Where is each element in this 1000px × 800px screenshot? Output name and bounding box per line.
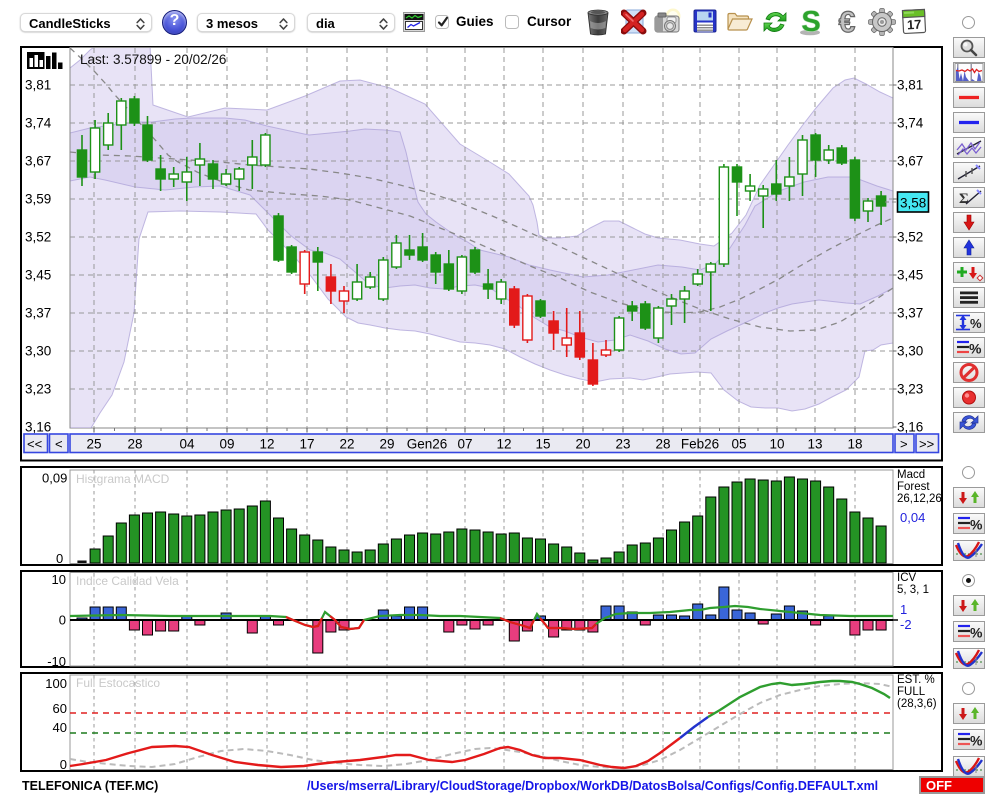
svg-text:3,59: 3,59 (25, 192, 51, 207)
svg-text:04: 04 (179, 437, 195, 452)
svg-text:1: 1 (900, 602, 907, 617)
svg-text:-2: -2 (900, 617, 912, 632)
svg-text:3,58: 3,58 (900, 196, 926, 211)
svg-text:25: 25 (86, 437, 101, 452)
svg-text:Forest: Forest (897, 481, 930, 493)
svg-text:17: 17 (907, 17, 922, 33)
svg-text:3,52: 3,52 (897, 230, 923, 245)
svg-text:0: 0 (60, 757, 67, 772)
svg-text:26,12,26: 26,12,26 (897, 493, 942, 505)
svg-text:3,45: 3,45 (897, 268, 923, 283)
svg-text:(28,3,6): (28,3,6) (897, 698, 937, 710)
svg-text:60: 60 (53, 701, 67, 716)
svg-text:3,16: 3,16 (897, 420, 923, 435)
svg-text:Σ: Σ (959, 191, 969, 207)
svg-text:15: 15 (535, 437, 550, 452)
svg-text:Histgrama MACD: Histgrama MACD (76, 472, 170, 486)
svg-text:0,09: 0,09 (42, 471, 67, 486)
svg-text:05: 05 (731, 437, 746, 452)
svg-text:12: 12 (496, 437, 511, 452)
svg-text:5, 3, 1: 5, 3, 1 (897, 584, 929, 596)
svg-text:12: 12 (259, 437, 274, 452)
svg-text:17: 17 (299, 437, 314, 452)
svg-text:3,67: 3,67 (25, 154, 51, 169)
svg-text:<<: << (27, 437, 42, 452)
svg-text:3,37: 3,37 (25, 306, 51, 321)
svg-text:3,30: 3,30 (897, 344, 923, 359)
svg-text:29: 29 (379, 437, 394, 452)
svg-text:3,23: 3,23 (25, 382, 51, 397)
svg-text:18: 18 (847, 437, 862, 452)
svg-text:ICV: ICV (897, 572, 917, 584)
svg-text:%: % (970, 316, 982, 331)
svg-text:3,74: 3,74 (25, 116, 52, 131)
svg-text:3,30: 3,30 (25, 344, 51, 359)
svg-text:-10: -10 (47, 654, 66, 669)
svg-text:FULL: FULL (897, 686, 926, 698)
svg-text:22: 22 (339, 437, 354, 452)
svg-text:07: 07 (457, 437, 472, 452)
svg-text:0: 0 (59, 613, 66, 628)
svg-text:23: 23 (615, 437, 630, 452)
svg-text:<: < (55, 437, 63, 452)
svg-text:3,81: 3,81 (25, 78, 51, 93)
svg-text:%: % (970, 625, 983, 641)
svg-text:Full Estocastico: Full Estocastico (76, 676, 160, 690)
svg-text:09: 09 (219, 437, 234, 452)
svg-text:>: > (900, 437, 908, 452)
svg-text:%: % (969, 341, 982, 357)
svg-text:Last: 3.57899 - 20/02/26: Last: 3.57899 - 20/02/26 (80, 52, 226, 67)
svg-text:%: % (970, 733, 983, 749)
svg-text:3,74: 3,74 (897, 116, 924, 131)
svg-text:Indice Calidad Vela: Indice Calidad Vela (76, 574, 179, 588)
svg-text:3,45: 3,45 (25, 268, 51, 283)
svg-text:3,81: 3,81 (897, 78, 923, 93)
svg-text:40: 40 (53, 720, 67, 735)
svg-text:3,16: 3,16 (25, 420, 51, 435)
svg-text:Macd: Macd (897, 469, 925, 481)
svg-text:S: S (801, 8, 820, 36)
svg-text:>>: >> (919, 437, 934, 452)
svg-text:3,23: 3,23 (897, 382, 923, 397)
svg-text:13: 13 (807, 437, 822, 452)
svg-text:28: 28 (127, 437, 142, 452)
svg-text:100: 100 (45, 676, 67, 691)
svg-text:20: 20 (575, 437, 590, 452)
svg-text:3,52: 3,52 (25, 230, 51, 245)
svg-text:EST. %: EST. % (897, 674, 935, 686)
svg-text:Feb26: Feb26 (681, 437, 719, 452)
svg-text:3,67: 3,67 (897, 154, 923, 169)
svg-text:10: 10 (769, 437, 784, 452)
svg-text:10: 10 (52, 572, 66, 587)
svg-text:Gen26: Gen26 (407, 437, 448, 452)
svg-text:%: % (970, 517, 983, 533)
svg-text:€: € (839, 8, 856, 36)
svg-text:28: 28 (655, 437, 670, 452)
svg-text:3,37: 3,37 (897, 306, 923, 321)
svg-text:0,04: 0,04 (900, 510, 925, 525)
svg-text:0: 0 (56, 551, 63, 566)
